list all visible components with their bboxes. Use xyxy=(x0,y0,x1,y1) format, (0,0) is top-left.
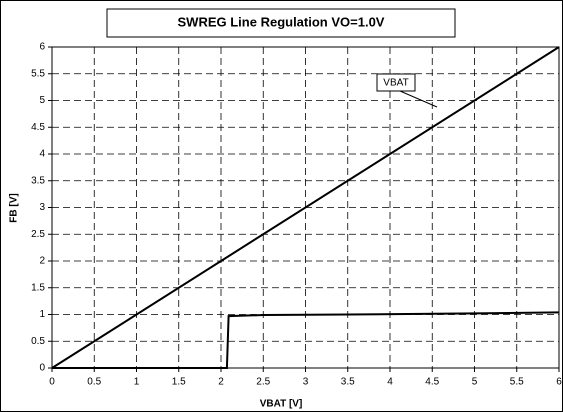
callout-box xyxy=(376,73,416,92)
y-axis-label: FB [V] xyxy=(9,193,20,222)
y-tick-label: 5 xyxy=(39,95,45,106)
chart-title: SWREG Line Regulation VO=1.0V xyxy=(178,14,385,29)
x-tick-label: 3.5 xyxy=(341,377,355,388)
x-tick-label: 1.5 xyxy=(172,377,186,388)
x-tick-label: 5 xyxy=(472,377,478,388)
x-tick-label: 4 xyxy=(387,377,393,388)
y-tick-label: 1 xyxy=(39,309,45,320)
data-line xyxy=(52,311,560,369)
x-tick-label: 0.5 xyxy=(87,377,101,388)
y-tick-label: 2 xyxy=(39,256,45,267)
x-tick-label: 2 xyxy=(218,377,224,388)
callout-leader xyxy=(399,90,438,108)
y-tick-label: 4.5 xyxy=(31,122,45,133)
x-tick-label: 5.5 xyxy=(510,377,524,388)
y-tick-label: 6 xyxy=(39,42,45,53)
data-line xyxy=(51,46,560,369)
y-tick-label: 5.5 xyxy=(31,68,45,79)
x-tick-label: 6 xyxy=(556,377,562,388)
y-tick-label: 3.5 xyxy=(31,175,45,186)
x-axis-label: VBAT [V] xyxy=(260,399,303,410)
x-tick-label: 0 xyxy=(49,377,55,388)
y-tick-label: 0 xyxy=(39,363,45,374)
x-tick-label: 3 xyxy=(303,377,309,388)
y-tick-label: 4 xyxy=(39,149,45,160)
y-tick-label: 2.5 xyxy=(31,229,45,240)
x-tick-label: 1 xyxy=(134,377,140,388)
y-tick-label: 3 xyxy=(39,202,45,213)
x-tick-label: 2.5 xyxy=(256,377,270,388)
title-box xyxy=(106,8,456,38)
series-label: VBAT xyxy=(383,78,408,89)
x-tick-label: 4.5 xyxy=(425,377,439,388)
y-tick-label: 1.5 xyxy=(31,282,45,293)
y-tick-label: 0.5 xyxy=(31,336,45,347)
